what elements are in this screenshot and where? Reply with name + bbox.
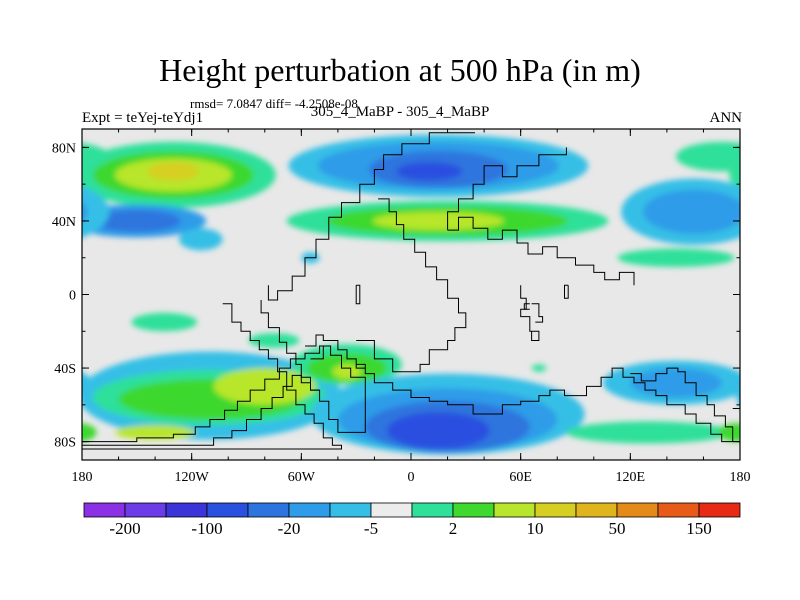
contour-region bbox=[676, 141, 740, 172]
plot-title: Height perturbation at 500 hPa (in m) bbox=[159, 52, 641, 88]
colorbar-swatch bbox=[534, 502, 577, 518]
contour-region bbox=[789, 313, 800, 331]
contour-region bbox=[736, 385, 740, 406]
x-tick-label: 60E bbox=[509, 470, 532, 485]
coastlines bbox=[82, 132, 740, 450]
colorbar-swatch bbox=[657, 502, 700, 518]
colorbar-swatch bbox=[165, 502, 208, 518]
colorbar-swatch bbox=[411, 502, 454, 518]
axis-ticks: 180 120W 60W 0 60E 120E 180 80N 40N 0 40S 80S bbox=[52, 129, 751, 485]
colorbar-swatch bbox=[124, 502, 167, 518]
colorbar-label: 50 bbox=[609, 519, 626, 538]
x-tick-label: 0 bbox=[408, 470, 415, 485]
coastline bbox=[630, 367, 734, 442]
contour-region bbox=[178, 228, 223, 251]
contour-region bbox=[131, 312, 198, 332]
colorbar-label: -20 bbox=[278, 519, 301, 538]
colorbar-swatch bbox=[329, 502, 372, 518]
colorbar-swatch bbox=[575, 502, 618, 518]
coastline bbox=[355, 284, 361, 305]
colorbar-swatch bbox=[370, 502, 413, 518]
colorbar-label: -100 bbox=[191, 519, 222, 538]
x-tick-label: 60W bbox=[288, 470, 316, 485]
coastline bbox=[520, 285, 540, 341]
contour-region bbox=[773, 425, 800, 440]
coastline bbox=[82, 303, 342, 450]
contour-region bbox=[82, 423, 97, 442]
coastline bbox=[523, 303, 530, 310]
colorbar-label: 2 bbox=[449, 519, 458, 538]
contour-region bbox=[82, 143, 110, 171]
contour-region bbox=[82, 201, 88, 222]
contour-region bbox=[751, 210, 800, 232]
contour-region bbox=[387, 412, 490, 449]
contour-region bbox=[617, 248, 735, 267]
contour-region bbox=[751, 370, 800, 425]
coastline bbox=[260, 300, 320, 391]
contour-region bbox=[82, 185, 110, 238]
x-tick-label: 120W bbox=[175, 470, 210, 485]
contour-region bbox=[718, 423, 740, 442]
y-tick-label: 40S bbox=[54, 362, 76, 377]
contour-region bbox=[396, 162, 463, 181]
y-tick-label: 40N bbox=[52, 215, 76, 230]
colorbar-swatch bbox=[247, 502, 290, 518]
y-tick-label: 80N bbox=[52, 141, 76, 156]
colorbar-label: -200 bbox=[109, 519, 140, 538]
coastline bbox=[564, 284, 569, 299]
coastline bbox=[82, 345, 366, 446]
coastline bbox=[447, 216, 635, 286]
colorbar-swatch bbox=[83, 502, 126, 518]
colorbar-label: 10 bbox=[527, 519, 544, 538]
contour-region bbox=[82, 372, 92, 394]
contour-region bbox=[643, 189, 740, 234]
coastline bbox=[267, 132, 475, 301]
contour-region bbox=[777, 379, 800, 419]
colorbar-swatch bbox=[493, 502, 536, 518]
coastline bbox=[447, 147, 567, 231]
contour-field bbox=[0, 134, 800, 455]
coastline bbox=[531, 303, 544, 323]
contour-region bbox=[773, 158, 800, 191]
colorbar-swatch bbox=[616, 502, 659, 518]
contour-region bbox=[92, 209, 181, 232]
contour-region bbox=[0, 249, 77, 267]
case-label: 305_4_MaBP - 305_4_MaBP bbox=[310, 104, 490, 120]
coastline bbox=[356, 198, 467, 373]
colorbar-swatch bbox=[698, 502, 741, 518]
contour-region bbox=[114, 425, 196, 440]
contour-region bbox=[372, 211, 505, 231]
x-tick-label: 180 bbox=[730, 470, 751, 485]
contour-region bbox=[147, 162, 199, 181]
x-tick-label: 120E bbox=[616, 470, 646, 485]
contour-region bbox=[751, 151, 800, 199]
rmsd-diff-label: rmsd= 7.0847 diff= -4.2508e-08 bbox=[190, 96, 358, 111]
colorbar-swatch bbox=[206, 502, 249, 518]
y-tick-label: 80S bbox=[54, 436, 76, 451]
contour-region bbox=[332, 364, 362, 380]
coastline bbox=[305, 334, 366, 369]
contour-region bbox=[566, 421, 731, 444]
coastline bbox=[356, 363, 740, 443]
experiment-label: Expt = teYej-teYdj1 bbox=[82, 110, 204, 126]
colorbar-swatch bbox=[288, 502, 331, 518]
colorbar: -200 -100 -20 -5 2 10 50 150 bbox=[83, 502, 741, 538]
colorbar-swatch bbox=[452, 502, 495, 518]
x-tick-label: 180 bbox=[72, 470, 93, 485]
contour-region bbox=[531, 364, 547, 372]
coastline bbox=[310, 345, 331, 360]
y-tick-label: 0 bbox=[69, 289, 76, 304]
season-label: ANN bbox=[709, 110, 743, 126]
colorbar-label: -5 bbox=[364, 519, 378, 538]
colorbar-label: 150 bbox=[686, 519, 712, 538]
